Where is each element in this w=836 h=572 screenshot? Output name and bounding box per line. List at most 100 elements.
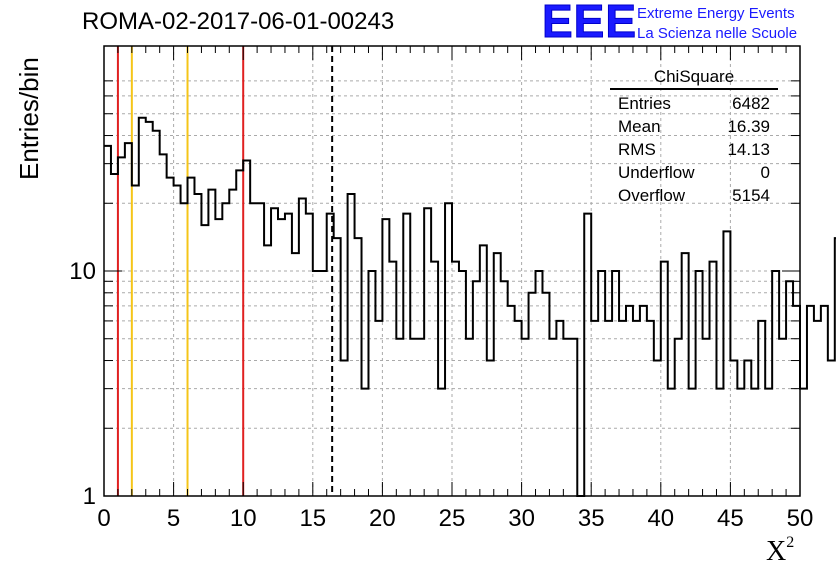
eee-logo: EEE Extreme Energy Events La Scienza nel… <box>541 0 832 46</box>
histogram-bin <box>139 118 146 496</box>
histogram-bin <box>299 199 306 496</box>
histogram-bin <box>682 253 689 496</box>
x-axis-label-wrap: X2 <box>766 534 795 568</box>
histogram-bin <box>208 190 215 496</box>
histogram-bin <box>710 262 717 496</box>
histogram-bin <box>633 321 640 496</box>
stat-value: 0 <box>760 163 770 182</box>
y-axis-label-wrap: Entries/bin <box>6 57 46 180</box>
stat-label: Entries <box>618 94 671 113</box>
histogram-bin <box>438 389 445 496</box>
histogram-bin <box>181 203 188 496</box>
histogram-bin <box>424 208 431 496</box>
stat-row-rms: RMS 14.13 <box>610 138 778 161</box>
histogram-bin <box>236 170 243 496</box>
histogram-bin <box>146 122 153 496</box>
histogram-bin <box>473 281 480 496</box>
x-axis-label: X <box>766 536 787 567</box>
histogram-bin <box>703 339 710 496</box>
x-tick-label: 50 <box>787 505 814 532</box>
histogram-bin <box>285 214 292 496</box>
histogram-bin <box>654 361 661 496</box>
histogram-bin <box>675 339 682 496</box>
histogram-bin <box>821 306 828 496</box>
histogram-bin <box>814 321 821 496</box>
histogram-bin <box>396 339 403 496</box>
histogram-bin <box>661 262 668 496</box>
histogram-bin <box>612 271 619 496</box>
histogram-bin <box>194 194 201 496</box>
chart-title: ROMA-02-2017-06-01-00243 <box>82 8 395 35</box>
histogram-bin <box>793 306 800 496</box>
logo-line2: La Scienza nelle Scuole <box>637 25 798 42</box>
x-axis-label-sup: 2 <box>786 534 795 551</box>
histogram-bin <box>807 306 814 496</box>
stat-label: Mean <box>618 117 661 136</box>
histogram-bin <box>167 178 174 496</box>
histogram-bin <box>508 306 515 496</box>
histogram-bin <box>375 321 382 496</box>
histogram-bin <box>264 245 271 496</box>
histogram-bin <box>452 262 459 496</box>
histogram-bin <box>111 174 118 496</box>
logo-line1: Extreme Energy Events <box>637 5 795 22</box>
stat-value: 5154 <box>732 186 770 205</box>
histogram-bin <box>563 339 570 496</box>
histogram-bin <box>626 306 633 496</box>
histogram-bin <box>466 339 473 496</box>
histogram-bin <box>403 214 410 496</box>
stats-title: ChiSquare <box>610 66 778 90</box>
axis-ticks <box>103 46 801 497</box>
histogram-bin <box>542 293 549 496</box>
histogram-bin <box>737 389 744 496</box>
stat-row-entries: Entries 6482 <box>610 92 778 115</box>
histogram-bin <box>445 203 452 496</box>
histogram-bin <box>549 339 556 496</box>
histogram-bin <box>306 214 313 496</box>
histogram-bin <box>584 214 591 496</box>
x-tick-label: 25 <box>439 505 466 532</box>
histogram-bin <box>487 361 494 496</box>
histogram-bin <box>828 361 835 496</box>
histogram-bin <box>800 389 807 496</box>
histogram-bin <box>668 389 675 496</box>
x-tick-label: 30 <box>508 505 535 532</box>
histogram-bin <box>459 271 466 496</box>
histogram-bin <box>619 321 626 496</box>
histogram-bin <box>480 245 487 496</box>
histogram-bin <box>160 154 167 496</box>
histogram-bin <box>591 321 598 496</box>
histogram-bin <box>556 321 563 496</box>
histogram-bin <box>229 190 236 496</box>
x-tick-label: 10 <box>230 505 257 532</box>
histogram-bin <box>494 253 501 496</box>
histogram-bin <box>431 262 438 496</box>
histogram-bin <box>222 203 229 496</box>
histogram-bin <box>529 293 536 496</box>
histogram-bin <box>689 389 696 496</box>
histogram-bin <box>723 231 730 496</box>
histogram-bin <box>382 219 389 496</box>
x-tick-label: 45 <box>717 505 744 532</box>
x-tick-label: 5 <box>167 505 180 532</box>
stat-label: Underflow <box>618 163 695 182</box>
histogram-bin <box>174 185 181 496</box>
histogram-bin <box>605 321 612 496</box>
histogram-bin <box>348 194 355 496</box>
histogram-bin <box>765 389 772 496</box>
y-axis-label: Entries/bin <box>14 57 44 180</box>
histogram-bin <box>570 339 577 496</box>
histogram-bin <box>730 361 737 496</box>
stat-row-overflow: Overflow 5154 <box>610 184 778 207</box>
histogram-outline <box>104 116 836 497</box>
stat-label: Overflow <box>618 186 686 205</box>
histogram-bin <box>368 271 375 496</box>
stat-row-underflow: Underflow 0 <box>610 161 778 184</box>
histogram-bin <box>118 157 125 496</box>
histogram-bin <box>501 281 508 496</box>
histogram-bin <box>716 389 723 496</box>
x-tick-label: 0 <box>97 505 110 532</box>
histogram-bin <box>362 389 369 496</box>
stat-label: RMS <box>618 140 656 159</box>
